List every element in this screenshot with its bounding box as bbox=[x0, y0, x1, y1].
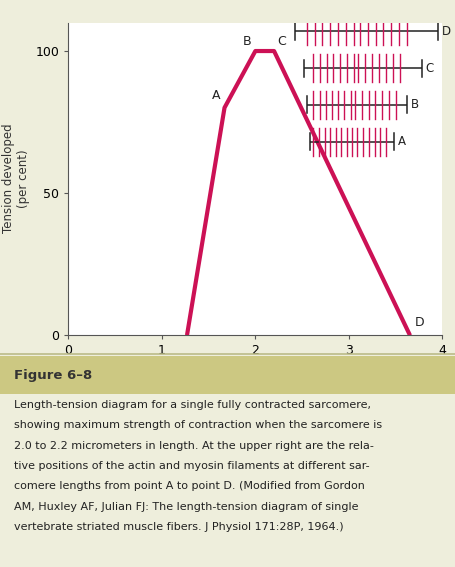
X-axis label: Length of sarcomere (micrometers): Length of sarcomere (micrometers) bbox=[137, 362, 373, 375]
Text: Figure 6–8: Figure 6–8 bbox=[14, 369, 92, 382]
Text: A: A bbox=[211, 89, 219, 102]
Text: showing maximum strength of contraction when the sarcomere is: showing maximum strength of contraction … bbox=[14, 420, 381, 430]
Text: B: B bbox=[242, 35, 250, 48]
Text: AM, Huxley AF, Julian FJ: The length-tension diagram of single: AM, Huxley AF, Julian FJ: The length-ten… bbox=[14, 502, 357, 512]
Text: D: D bbox=[415, 316, 424, 329]
Text: comere lengths from point A to point D. (Modified from Gordon: comere lengths from point A to point D. … bbox=[14, 481, 364, 492]
Text: B: B bbox=[410, 99, 418, 111]
Text: Length-tension diagram for a single fully contracted sarcomere,: Length-tension diagram for a single full… bbox=[14, 400, 370, 410]
Text: tive positions of the actin and myosin filaments at different sar-: tive positions of the actin and myosin f… bbox=[14, 461, 369, 471]
Text: 2.0 to 2.2 micrometers in length. At the upper right are the rela-: 2.0 to 2.2 micrometers in length. At the… bbox=[14, 441, 373, 451]
Text: C: C bbox=[425, 62, 433, 74]
Y-axis label: Tension developed
(per cent): Tension developed (per cent) bbox=[2, 124, 30, 234]
Text: A: A bbox=[397, 136, 404, 148]
Text: C: C bbox=[276, 35, 285, 48]
Text: D: D bbox=[440, 25, 450, 37]
Text: vertebrate striated muscle fibers. J Physiol 171:28P, 1964.): vertebrate striated muscle fibers. J Phy… bbox=[14, 522, 343, 532]
